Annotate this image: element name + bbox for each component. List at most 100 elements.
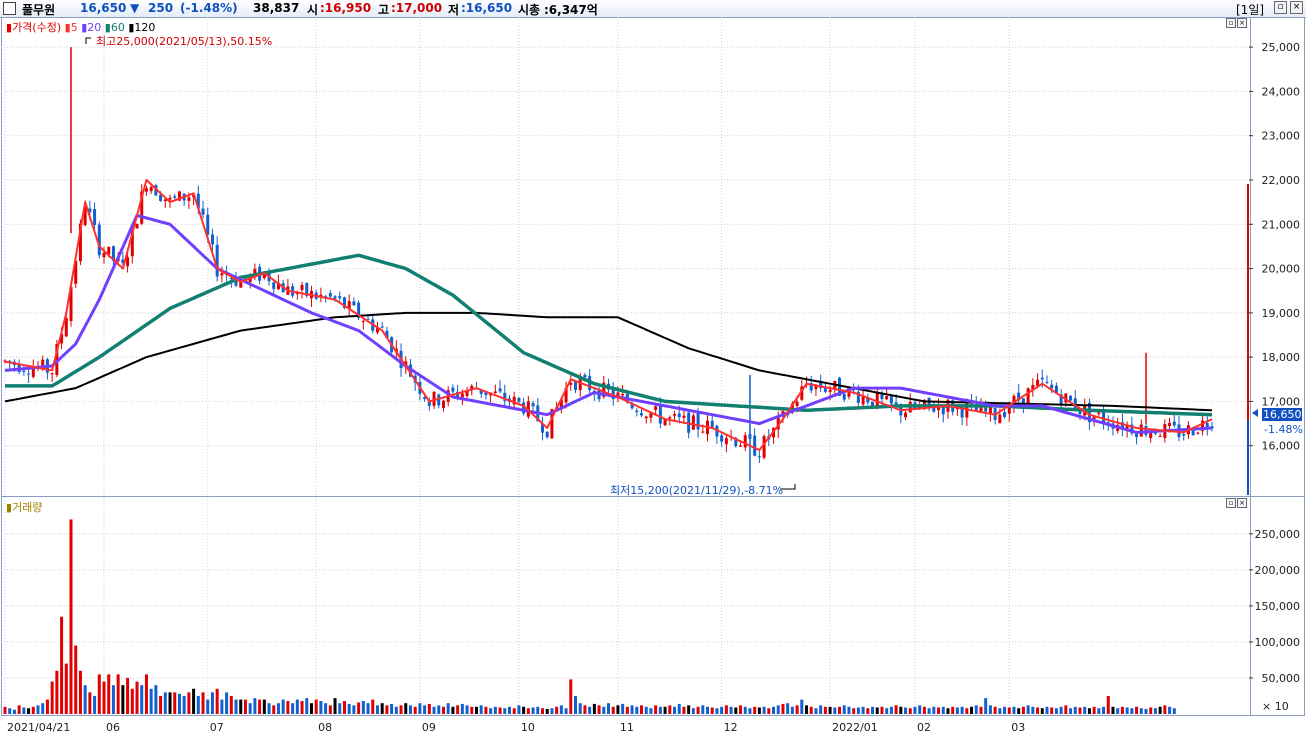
volume-bar bbox=[965, 708, 969, 714]
volume-bar bbox=[140, 685, 144, 714]
candle-body bbox=[885, 396, 889, 400]
volume-bar bbox=[658, 706, 662, 714]
volume-bar bbox=[366, 703, 370, 714]
candle-body bbox=[988, 405, 992, 414]
candle-body bbox=[498, 388, 502, 392]
date-tick-label: 10 bbox=[521, 721, 535, 734]
candle-body bbox=[569, 382, 573, 385]
restore-icon[interactable]: ▫ bbox=[1274, 1, 1287, 14]
volume-bar bbox=[182, 695, 186, 714]
volume-bar bbox=[625, 706, 629, 714]
volume-bar bbox=[149, 688, 153, 714]
volume-bar bbox=[352, 705, 356, 714]
panel-close-icon[interactable]: × bbox=[1237, 18, 1247, 28]
candle-body bbox=[163, 199, 167, 202]
ma60-legend: 60 bbox=[110, 21, 125, 34]
volume-bar bbox=[960, 706, 964, 714]
candle-body bbox=[635, 410, 639, 413]
volume-bar bbox=[974, 705, 978, 714]
volume-bar bbox=[517, 705, 521, 714]
volume-panel-close-icon[interactable]: × bbox=[1237, 498, 1247, 508]
volume-bar bbox=[833, 707, 837, 714]
volume-bar bbox=[1106, 695, 1110, 714]
volume-bar bbox=[668, 705, 672, 714]
volume-bar bbox=[281, 699, 285, 714]
volume-bar bbox=[555, 706, 559, 714]
candle-body bbox=[550, 408, 554, 439]
candle-body bbox=[979, 404, 983, 412]
volume-bar bbox=[611, 706, 615, 714]
select-checkbox[interactable] bbox=[3, 2, 16, 15]
volume-bar bbox=[616, 705, 620, 714]
volume-bar bbox=[1069, 708, 1073, 714]
volume-bar bbox=[107, 674, 111, 714]
volume-bar bbox=[22, 707, 26, 714]
panel-minimize-icon[interactable]: ▫ bbox=[1226, 18, 1236, 28]
low-value: :16,650 bbox=[461, 1, 513, 15]
price-tick-label: 22,000 bbox=[1262, 174, 1301, 187]
volume-bar bbox=[413, 706, 417, 714]
volume-bar bbox=[823, 706, 827, 714]
volume-bar bbox=[97, 674, 101, 714]
candle-body bbox=[1069, 395, 1073, 401]
volume-bar bbox=[772, 706, 776, 714]
volume-value: 38,837 bbox=[253, 1, 300, 15]
candle-body bbox=[640, 413, 644, 416]
volume-panel-minimize-icon[interactable]: ▫ bbox=[1226, 498, 1236, 508]
volume-bar bbox=[984, 698, 988, 714]
volume-bar bbox=[258, 699, 262, 714]
volume-bar bbox=[385, 705, 389, 714]
volume-bar bbox=[781, 703, 785, 714]
volume-bar bbox=[776, 705, 780, 714]
volume-bar bbox=[550, 708, 554, 714]
volume-bar bbox=[225, 692, 229, 714]
date-tick-label: 06 bbox=[106, 721, 120, 734]
volume-bar bbox=[602, 706, 606, 714]
candle-body bbox=[743, 435, 747, 448]
volume-bar bbox=[390, 703, 394, 714]
volume-bar bbox=[55, 670, 59, 714]
volume-bar bbox=[88, 692, 92, 714]
volume-bar bbox=[210, 692, 214, 714]
candle-body bbox=[239, 281, 243, 288]
candle-body bbox=[253, 268, 257, 277]
volume-bar bbox=[295, 699, 299, 714]
candle-body bbox=[1097, 412, 1101, 415]
close-icon[interactable]: × bbox=[1290, 1, 1303, 14]
volume-bar bbox=[135, 681, 139, 714]
volume-bar bbox=[819, 705, 823, 714]
volume-tick-label: 100,000 bbox=[1255, 636, 1301, 649]
volume-bar bbox=[489, 708, 493, 714]
volume-bar bbox=[1111, 706, 1115, 714]
candle-body bbox=[201, 208, 205, 215]
period-selector[interactable]: [1일] bbox=[1236, 3, 1265, 17]
volume-bar bbox=[333, 698, 337, 714]
volume-bar bbox=[116, 674, 120, 714]
candle-body bbox=[517, 397, 521, 402]
candle-body bbox=[1026, 388, 1030, 407]
candle-body bbox=[159, 194, 163, 201]
volume-bar bbox=[696, 706, 700, 714]
volume-bar bbox=[41, 703, 45, 714]
candle-body bbox=[130, 226, 134, 257]
volume-bar bbox=[536, 706, 540, 714]
candle-body bbox=[866, 397, 870, 403]
candle-body bbox=[1031, 384, 1035, 391]
price-panel[interactable] bbox=[1, 17, 1251, 497]
candle-body bbox=[621, 393, 625, 396]
volume-bar bbox=[630, 705, 634, 714]
volume-bar bbox=[1092, 706, 1096, 714]
volume-bar bbox=[3, 706, 7, 714]
candle-body bbox=[1092, 416, 1096, 419]
candle-body bbox=[673, 413, 677, 416]
price-legend-label: 가격(수정) bbox=[12, 21, 62, 34]
candle-body bbox=[762, 436, 766, 458]
candle-body bbox=[97, 224, 101, 256]
volume-bar bbox=[399, 705, 403, 714]
volume-bar bbox=[918, 705, 922, 714]
candle-body bbox=[107, 246, 111, 255]
volume-bar bbox=[607, 703, 610, 714]
volume-bar bbox=[946, 708, 950, 714]
candle-body bbox=[479, 389, 483, 394]
